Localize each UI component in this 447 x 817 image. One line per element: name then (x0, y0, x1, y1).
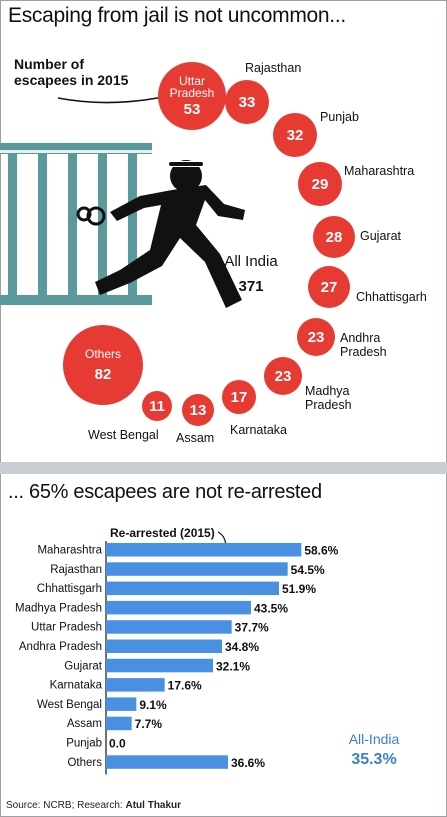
bar (106, 600, 251, 615)
bubble-label: Uttar Pradesh (169, 73, 215, 100)
bubble-chhattisgarh: 27 (308, 266, 350, 308)
value-label: 32.1% (216, 659, 250, 673)
category-label: Punjab (66, 738, 102, 750)
bar (106, 678, 165, 692)
jail-bars-icon (0, 143, 152, 305)
label-maharashtra: Maharashtra (344, 164, 415, 178)
category-label: Andhra Pradesh (19, 641, 102, 653)
label-arrow (57, 95, 169, 104)
bubble-maharashtra: 29 (298, 162, 342, 206)
category-label: West Bengal (37, 699, 102, 711)
bubble-gujarat: 28 (313, 216, 355, 258)
source-note: Source: NCRB; Research: Atul Thakur (6, 800, 182, 811)
bubble-value: 82 (94, 365, 112, 383)
bar (106, 716, 132, 731)
bubble-assam: 13 (182, 394, 214, 426)
bubble-uttar-pradesh: Uttar Pradesh 53 (158, 62, 226, 130)
value-label: 17.6% (168, 679, 202, 693)
label-rajasthan: Rajasthan (245, 61, 302, 75)
bar (106, 620, 232, 634)
category-label: Madhya Pradesh (15, 602, 102, 614)
bubble-value: 13 (189, 401, 207, 419)
category-label: Chhattisgarh (37, 583, 102, 595)
value-label: 43.5% (254, 601, 288, 615)
label-chhattisgarh: Chhattisgarh (356, 290, 427, 304)
bubble-value: 53 (183, 100, 201, 118)
series-label: Re-arrested (2015) (110, 526, 215, 540)
bubble-west-bengal: 11 (142, 391, 172, 421)
top-title: Escaping from jail is not uncommon... (8, 4, 346, 27)
category-label: Maharashtra (37, 545, 102, 557)
bubble-value: 23 (274, 367, 292, 385)
bubble-karnataka: 17 (222, 380, 256, 414)
rearrest-bar-chart: Re-arrested (2015) Maharashtra 58.6% Rajast… (15, 526, 339, 775)
bubble-value: 28 (325, 228, 343, 246)
all-india-rearrest-label: All-India (348, 731, 400, 747)
all-india-label: All India (224, 253, 278, 270)
running-prisoner-icon (76, 160, 245, 308)
all-india-rearrest-value: 35.3% (351, 751, 397, 768)
bubble-value: 11 (149, 397, 165, 415)
bar (106, 639, 222, 653)
category-label: Others (67, 757, 102, 769)
value-label: 51.9% (282, 582, 316, 596)
bubble-punjab: 32 (273, 113, 317, 157)
value-label: 34.8% (225, 640, 259, 654)
category-label: Uttar Pradesh (31, 622, 102, 634)
bar (106, 562, 288, 576)
bubble-value: 29 (311, 175, 329, 193)
bar (106, 543, 302, 557)
value-label: 37.7% (235, 621, 269, 635)
value-label: 54.5% (291, 563, 325, 577)
value-label: 36.6% (231, 756, 265, 770)
category-label: Rajasthan (50, 564, 102, 576)
all-india-rearrest: All-India 35.3% (338, 731, 410, 769)
number-of-escapees-label: Number of escapees in 2015 (14, 56, 129, 88)
value-label: 58.6% (304, 544, 338, 558)
category-label: Gujarat (64, 660, 103, 672)
label-andhra-pradesh: Andhra Pradesh (340, 331, 387, 359)
bar (106, 658, 213, 673)
bottom-title: ... 65% escapees are not re-arrested (8, 481, 322, 503)
bubble-rajasthan: 33 (225, 80, 269, 124)
value-label: 7.7% (135, 717, 163, 731)
all-india-total: All India 371 (211, 253, 291, 295)
all-india-value: 371 (238, 278, 264, 295)
section-divider (0, 462, 447, 474)
bubble-value: 32 (286, 126, 304, 144)
bubble-value: 33 (238, 93, 256, 111)
label-west-bengal: West Bengal (88, 428, 159, 442)
bubble-andhra-pradesh: 23 (297, 318, 335, 356)
bubble-others: Others 82 (63, 325, 143, 405)
bar (106, 697, 137, 711)
bubble-value: 27 (320, 278, 338, 296)
bubble-madhya-pradesh: 23 (264, 357, 302, 395)
label-punjab: Punjab (320, 110, 359, 124)
category-label: Assam (67, 718, 102, 730)
value-label: 0.0 (109, 737, 126, 751)
bubble-value: 23 (307, 328, 325, 346)
escape-illustration (0, 91, 245, 308)
label-gujarat: Gujarat (360, 229, 401, 243)
bar (106, 755, 228, 769)
label-karnataka: Karnataka (230, 423, 287, 437)
label-assam: Assam (176, 431, 215, 445)
bubble-value: 17 (230, 388, 248, 406)
label-madhya-pradesh: Madhya Pradesh (305, 384, 352, 412)
category-label: Karnataka (50, 680, 103, 692)
bar (106, 581, 279, 596)
value-label: 9.1% (139, 698, 167, 712)
bubble-label: Others (84, 346, 121, 361)
